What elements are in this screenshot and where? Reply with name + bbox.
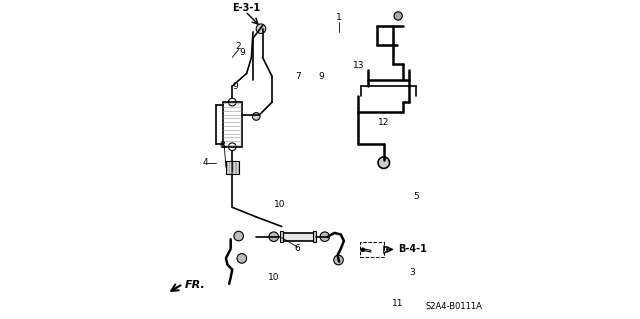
Circle shape [237,254,246,263]
Text: 10: 10 [275,200,286,209]
Circle shape [333,255,343,265]
Circle shape [378,157,390,168]
Text: 1: 1 [336,13,342,22]
Text: B-4-1: B-4-1 [398,244,427,255]
Text: 9: 9 [232,82,238,91]
Text: 13: 13 [353,61,364,70]
Circle shape [252,113,260,120]
Circle shape [269,232,278,241]
Polygon shape [282,233,314,241]
Text: 9: 9 [239,48,244,57]
Text: 10: 10 [268,273,280,282]
Polygon shape [226,161,239,174]
Text: 7: 7 [295,72,301,81]
Text: 2: 2 [236,42,241,51]
Text: S2A4-B0111A: S2A4-B0111A [426,302,483,311]
Text: 9: 9 [319,72,324,81]
Circle shape [361,248,365,252]
Circle shape [234,231,243,241]
Text: FR.: FR. [184,279,205,290]
Text: 8: 8 [220,141,225,150]
Text: 4: 4 [202,158,208,167]
Text: 3: 3 [410,268,415,277]
Polygon shape [313,231,316,242]
Circle shape [320,232,330,241]
Text: E-3-1: E-3-1 [232,3,260,13]
Polygon shape [280,231,284,242]
Text: 11: 11 [392,299,404,308]
Text: 5: 5 [413,192,419,201]
Text: 6: 6 [295,244,301,253]
Circle shape [394,12,403,20]
Text: 12: 12 [378,118,390,127]
Circle shape [256,24,266,33]
